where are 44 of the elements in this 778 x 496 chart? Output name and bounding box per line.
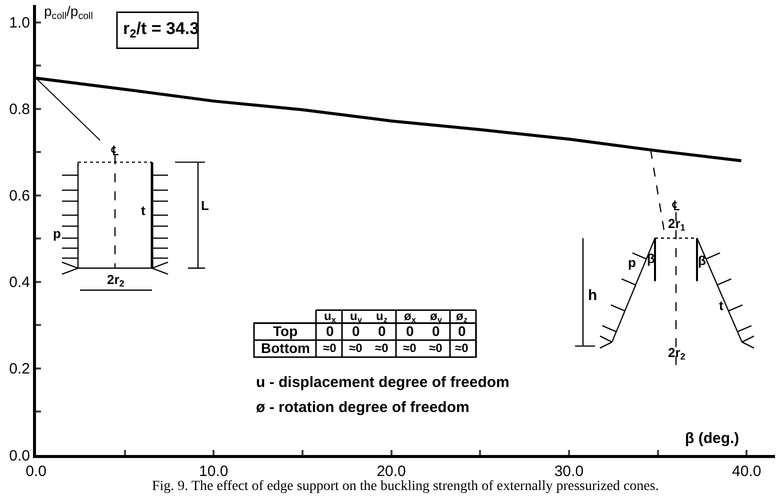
annotation: p bbox=[53, 226, 61, 241]
x-tick-label: 10.0 bbox=[199, 463, 228, 480]
annotation: ℄ bbox=[111, 143, 119, 158]
x-tick-label: 40.0 bbox=[732, 463, 762, 480]
annotation: u$_{x}$ bbox=[324, 309, 336, 325]
annotation: u$_{z}$ bbox=[376, 309, 388, 325]
annotation: 2r$_{2}$ bbox=[668, 345, 686, 362]
annotation: ≈0 bbox=[403, 341, 417, 355]
y-axis-title: p$_{coll}$/p$_{coll}$ bbox=[44, 3, 93, 22]
annotation: ≈0 bbox=[323, 341, 337, 355]
annotation: ø$_{x}$ bbox=[404, 309, 416, 325]
annotation: ≈0 bbox=[349, 341, 363, 355]
annotation: 2r$_{1}$ bbox=[668, 216, 686, 233]
annotation: 0 bbox=[378, 323, 386, 339]
annotation: 0 bbox=[406, 323, 414, 339]
annotation: 2r$_{2}$ bbox=[107, 272, 124, 289]
annotation: 0 bbox=[458, 323, 466, 339]
x-tick-label: 20.0 bbox=[376, 463, 406, 480]
caption: Fig. 9. The effect of edge support on the buckling strength of externally pressurized cones. bbox=[152, 479, 659, 494]
annotation: r$_{2}$/t = 34.3 bbox=[123, 19, 200, 41]
annotation: Bottom bbox=[261, 340, 310, 356]
y-tick-label: 0.6 bbox=[9, 188, 30, 205]
annotation: u - displacement degree of freedom bbox=[256, 374, 510, 391]
annotation: L bbox=[201, 198, 209, 213]
x-tick-label: 0.0 bbox=[26, 463, 46, 480]
annotation: ø$_{z}$ bbox=[456, 309, 468, 325]
y-tick-label: 1.0 bbox=[9, 14, 30, 32]
annotation: t bbox=[141, 203, 146, 218]
annotation: 0 bbox=[326, 323, 334, 339]
annotation: h bbox=[588, 287, 598, 304]
annotation: 0 bbox=[352, 323, 360, 339]
annotation: ℄ bbox=[672, 198, 680, 213]
y-tick-label: 0.8 bbox=[9, 101, 30, 118]
annotation: ≈0 bbox=[455, 341, 469, 355]
annotation: ≈0 bbox=[429, 341, 443, 355]
x-tick-label: 30.0 bbox=[554, 463, 584, 480]
y-tick-label: 0.0 bbox=[9, 447, 30, 464]
y-tick-label: 0.4 bbox=[9, 274, 30, 292]
annotation: 0 bbox=[432, 323, 440, 339]
y-tick-label: 0.2 bbox=[9, 360, 30, 378]
annotation: Top bbox=[273, 323, 298, 339]
annotation: ≈0 bbox=[375, 341, 389, 355]
x-axis-title: β (deg.) bbox=[685, 430, 740, 447]
annotation: ø - rotation degree of freedom bbox=[256, 399, 470, 416]
